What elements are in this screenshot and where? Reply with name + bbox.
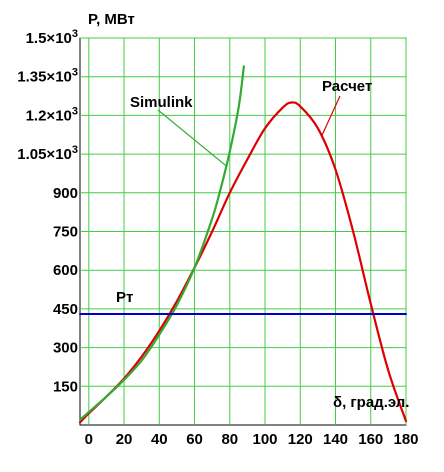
y-tick-label-0: 1.5×103 <box>26 28 78 47</box>
y-tick-label-7: 450 <box>53 301 78 318</box>
x-tick-label-5: 100 <box>253 431 278 448</box>
y-tick-label-1: 1.35×103 <box>17 67 78 86</box>
pt-label: Pт <box>116 289 133 306</box>
x-tick-label-9: 180 <box>393 431 418 448</box>
simulink-leader-line <box>157 109 227 167</box>
x-tick-label-7: 140 <box>323 431 348 448</box>
x-tick-labels: 0 20 40 60 80 100 120 140 160 180 <box>85 431 419 448</box>
y-axis-label: P, МВт <box>88 11 135 28</box>
y-tick-label-5: 750 <box>53 224 78 241</box>
y-tick-label-3: 1.05×103 <box>17 144 78 163</box>
y-tick-label-4: 900 <box>53 185 78 202</box>
x-tick-label-6: 120 <box>288 431 313 448</box>
y-tick-labels: 1.5×103 1.35×103 1.2×103 1.05×103 900 750 600 4… <box>17 28 78 395</box>
x-tick-label-4: 80 <box>221 431 238 448</box>
y-tick-label-9: 150 <box>53 378 78 395</box>
series-layer <box>78 65 408 424</box>
x-tick-label-8: 160 <box>358 431 383 448</box>
y-tick-label-6: 600 <box>53 262 78 279</box>
x-tick-label-0: 0 <box>85 431 93 448</box>
raschet-curve <box>78 101 408 424</box>
grid <box>80 37 407 425</box>
y-tick-label-2: 1.2×103 <box>26 105 78 124</box>
y-tick-label-8: 300 <box>53 340 78 357</box>
x-tick-label-1: 20 <box>116 431 133 448</box>
x-axis-label: δ, град.эл. <box>333 394 409 411</box>
simulink-curve <box>78 65 245 421</box>
x-tick-label-2: 40 <box>151 431 168 448</box>
raschet-leader-line <box>320 95 341 137</box>
raschet-label: Расчет <box>322 78 372 95</box>
simulink-label: Simulink <box>130 94 193 111</box>
x-tick-label-3: 60 <box>186 431 203 448</box>
